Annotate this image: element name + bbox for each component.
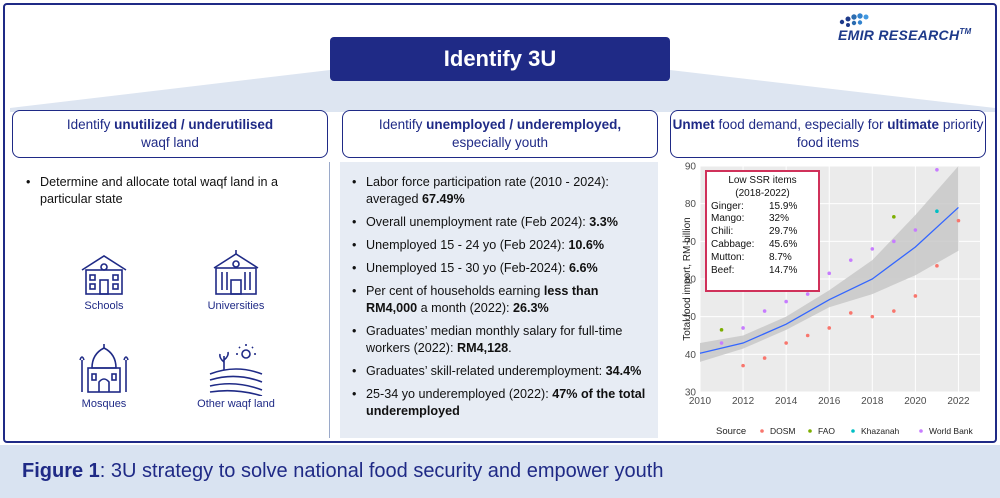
legend-key [760, 429, 764, 433]
legend-key [808, 429, 812, 433]
ssr-item: Chili: 29.7% [711, 226, 798, 238]
data-point [935, 264, 939, 268]
data-point [956, 218, 961, 223]
mosque-icon [79, 344, 129, 393]
universities-item: Universities [186, 250, 286, 312]
figure-label: Figure 1 [22, 460, 100, 482]
legend-label: World Bank [929, 426, 974, 436]
field-icon [209, 344, 263, 396]
data-point [741, 326, 745, 330]
figure-caption: Figure 1: 3U strategy to solve national … [0, 445, 1000, 498]
ssr-period: (2018-2022) [735, 187, 790, 199]
mosques-item: Mosques [54, 344, 154, 410]
legend-key [919, 429, 923, 433]
y-tick-label: 50 [685, 312, 697, 323]
x-tick-label: 2022 [947, 396, 970, 407]
y-tick-label: 40 [685, 350, 697, 361]
data-point [913, 228, 918, 232]
land-column: Determine and allocate total waqf land i… [10, 162, 330, 438]
y-tick-label: 30 [685, 388, 697, 399]
data-point [827, 271, 832, 276]
ssr-item: Beef: 14.7% [711, 264, 798, 276]
data-point [935, 209, 939, 213]
data-point [784, 341, 788, 345]
x-tick-label: 2020 [904, 396, 927, 407]
data-point [805, 333, 810, 338]
infographic-frame [3, 3, 997, 443]
figure-text: : 3U strategy to solve national food sec… [99, 460, 664, 482]
y-axis-label: Total food import, RM billion [682, 217, 693, 340]
youth-bullet: Per cent of households earning less than… [350, 283, 650, 317]
schools-item: Schools [54, 250, 154, 312]
land-bullet: Determine and allocate total waqf land i… [24, 174, 316, 208]
data-point [719, 341, 724, 345]
data-point [892, 239, 896, 244]
column-header-land: Identify unutilized / underutilised waqf… [12, 110, 328, 158]
data-point [935, 167, 939, 172]
youth-bullet: Graduates’ median monthly salary for ful… [350, 323, 650, 357]
x-tick-label: 2016 [818, 396, 841, 407]
data-point [848, 311, 853, 315]
data-point [892, 215, 896, 219]
data-point [719, 328, 724, 332]
legend-label: Khazanah [861, 426, 900, 436]
mosques-label: Mosques [81, 398, 127, 410]
data-point [741, 363, 745, 368]
y-tick-label: 70 [685, 237, 697, 248]
youth-bullet: Unemployed 15 - 30 yo (Feb-2024): 6.6% [350, 260, 650, 277]
data-point [913, 294, 918, 298]
x-tick-label: 2012 [732, 396, 755, 407]
data-point [870, 247, 875, 251]
ssr-title: Low SSR items [728, 175, 797, 186]
main-title: Identify 3U [330, 37, 670, 81]
youth-bullet: Overall unemployment rate (Feb 2024): 3.… [350, 214, 650, 231]
y-tick-label: 60 [685, 275, 697, 286]
data-point [892, 309, 896, 313]
youth-bullet: Unemployed 15 - 24 yo (Feb 2024): 10.6% [350, 237, 650, 254]
youth-bullet: 25-34 yo underemployed (2022): 47% of th… [350, 386, 650, 420]
confidence-band [700, 166, 959, 362]
data-point [827, 326, 832, 330]
ssr-item: Cabbage: 45.6% [711, 238, 798, 250]
university-icon [213, 250, 259, 295]
x-tick-label: 2018 [861, 396, 884, 407]
data-point [848, 258, 853, 262]
data-point [870, 314, 875, 319]
youth-bullet-list: Labor force participation rate (2010 - 2… [350, 174, 650, 426]
data-point [805, 292, 810, 296]
ssr-item: Ginger: 15.9% [711, 200, 798, 212]
other-waqf-land-label: Other waqf land [197, 398, 275, 410]
data-point [762, 356, 767, 360]
y-tick-label: 80 [685, 199, 697, 210]
low-ssr-box: Low SSR items (2018-2022) Ginger: 15.9% Ma… [705, 170, 820, 292]
ssr-item: Mango: 32% [711, 213, 790, 225]
other-waqf-land-item: Other waqf land [186, 344, 286, 410]
y-tick-label: 90 [685, 162, 697, 173]
column-header-food: Unmet food demand, especially for ultima… [670, 110, 986, 158]
school-icon [81, 255, 127, 295]
legend-title: Source [716, 426, 746, 437]
data-point [784, 299, 788, 304]
column-header-youth: Identify unemployed / underemployed, esp… [342, 110, 658, 158]
logo-dots-icon [839, 13, 869, 27]
emir-research-logo: EMIR RESEARCHTM [812, 10, 992, 50]
legend-key [851, 429, 855, 433]
data-point [762, 309, 767, 313]
trend-line [699, 206, 959, 354]
schools-label: Schools [84, 300, 124, 312]
ssr-item: Mutton: 8.7% [711, 251, 792, 263]
youth-bullet: Labor force participation rate (2010 - 2… [350, 174, 650, 208]
legend-label: FAO [818, 426, 835, 436]
legend-label: DOSM [770, 426, 796, 436]
x-tick-label: 2010 [689, 396, 712, 407]
youth-column: Labor force participation rate (2010 - 2… [340, 162, 658, 438]
logo-text: EMIR RESEARCHTM [838, 27, 972, 43]
universities-label: Universities [207, 300, 265, 312]
title-spread-shape [10, 70, 995, 112]
youth-bullet: Graduates’ skill-related underemployment… [350, 363, 650, 380]
x-tick-label: 2014 [775, 396, 798, 407]
